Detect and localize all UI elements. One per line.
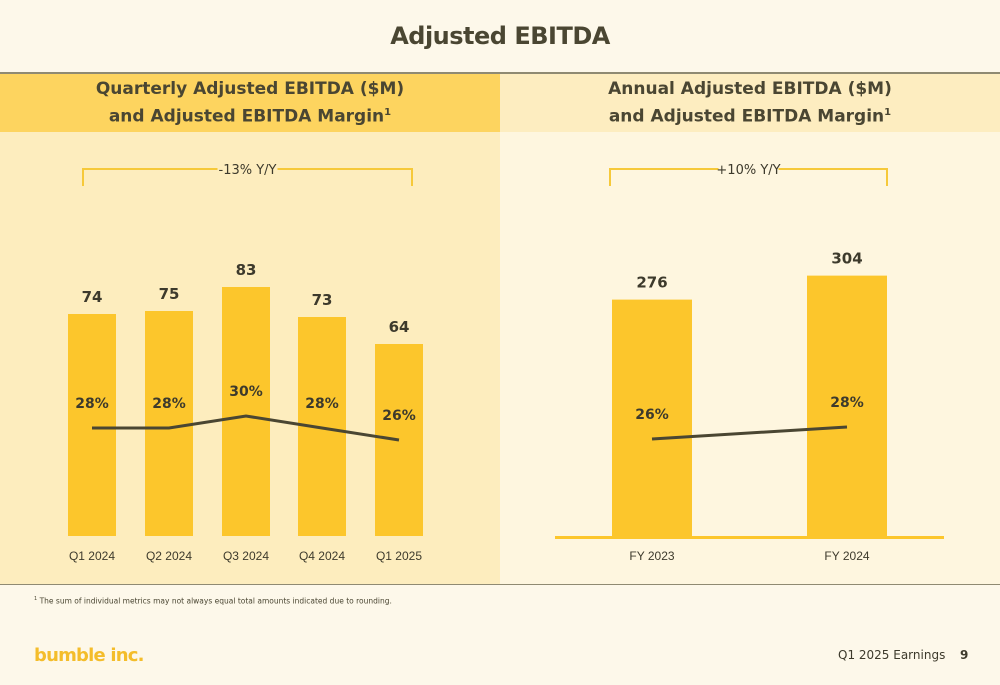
quarterly-margin-label: 26% [382,408,416,424]
quarterly-x-tick-label: Q2 2024 [146,549,192,563]
ebitda-charts: 74 Q1 2024 75 Q2 2024 83 Q3 2024 73 Q4 2024 64 Q1… [0,0,1000,685]
annual-yoy-annotation: +10% Y/Y [716,163,780,178]
quarterly-bar-value-label: 83 [236,261,257,279]
annual-margin-label: 28% [830,395,864,411]
quarterly-yoy-annotation: -13% Y/Y [219,163,277,178]
bumble-logo: bumble inc. [34,645,144,666]
quarterly-yoy-bracket-left [83,169,218,186]
quarterly-bar-value-label: 75 [159,285,180,303]
quarterly-margin-label: 30% [229,384,263,400]
quarterly-yoy-bracket-right [278,169,413,186]
annual-axis-baseline [555,536,944,539]
quarterly-margin-label: 28% [305,396,339,412]
quarterly-x-tick-label: Q4 2024 [299,549,345,563]
quarterly-bar [145,311,193,536]
quarterly-bar [68,314,116,536]
quarterly-x-tick-label: Q1 2025 [376,549,422,563]
quarterly-margin-label: 28% [75,396,109,412]
quarterly-margin-label: 28% [152,396,186,412]
quarterly-bar-value-label: 73 [312,291,333,309]
quarterly-x-tick-label: Q3 2024 [223,549,269,563]
footer-label: Q1 2025 Earnings [838,648,945,662]
annual-yoy-bracket-left [610,169,719,186]
annual-x-tick-label: FY 2024 [824,549,869,563]
footnote: 1 The sum of individual metrics may not … [34,596,392,606]
footnote-text: The sum of individual metrics may not al… [40,597,392,606]
annual-bar-value-label: 304 [831,250,862,268]
quarterly-bar-value-label: 74 [82,288,103,306]
annual-bar-value-label: 276 [636,274,667,292]
footnote-marker: 1 [34,596,37,602]
quarterly-bar [222,287,270,536]
annual-yoy-bracket-right [779,169,888,186]
quarterly-x-tick-label: Q1 2024 [69,549,115,563]
page-number: 9 [960,648,968,662]
annual-margin-label: 26% [635,407,669,423]
annual-x-tick-label: FY 2023 [629,549,674,563]
bottom-divider [0,584,1000,585]
quarterly-bar-value-label: 64 [389,318,410,336]
